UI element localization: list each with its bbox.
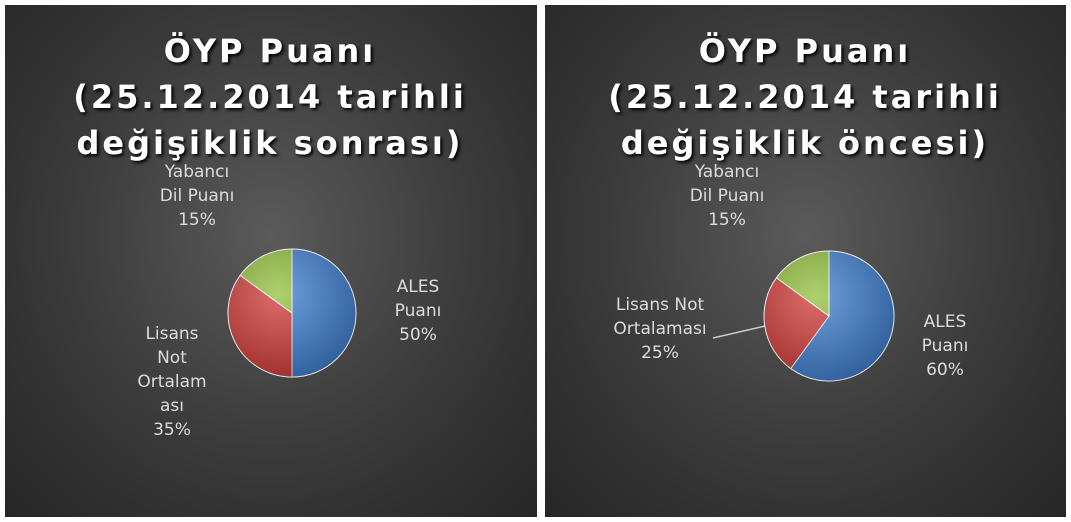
slice-label: Lisans Not Ortalaması 35% bbox=[136, 322, 208, 442]
slice-name: Yabancı Dil Puanı bbox=[689, 162, 765, 206]
slice-label: ALES Puanı 60% bbox=[914, 310, 976, 382]
chart-title: ÖYP Puanı (25.12.2014 tarihli değişiklik… bbox=[73, 32, 467, 162]
slice-name: Yabancı Dil Puanı bbox=[159, 162, 235, 206]
slice-name: Lisans Not Ortalaması bbox=[137, 324, 207, 416]
slice-value: 15% bbox=[708, 210, 746, 230]
slice-value: 50% bbox=[399, 325, 437, 345]
slice-label: Lisans Not Ortalaması 25% bbox=[600, 293, 720, 365]
leader-line bbox=[712, 325, 766, 339]
slice-value: 25% bbox=[641, 343, 679, 363]
slice-value: 60% bbox=[926, 360, 964, 380]
slice-label: Yabancı Dil Puanı 15% bbox=[682, 160, 772, 232]
slice-name: ALES Puanı bbox=[394, 277, 442, 321]
slice-label: ALES Puanı 50% bbox=[387, 275, 449, 347]
pie-slice bbox=[291, 248, 357, 378]
slice-label: Yabancı Dil Puanı 15% bbox=[152, 160, 242, 232]
slice-value: 35% bbox=[153, 420, 191, 440]
chart-title: ÖYP Puanı (25.12.2014 tarihli değişiklik… bbox=[608, 32, 1002, 162]
slice-value: 15% bbox=[178, 210, 216, 230]
slice-name: ALES Puanı bbox=[921, 312, 969, 356]
slice-name: Lisans Not Ortalaması bbox=[613, 295, 707, 339]
